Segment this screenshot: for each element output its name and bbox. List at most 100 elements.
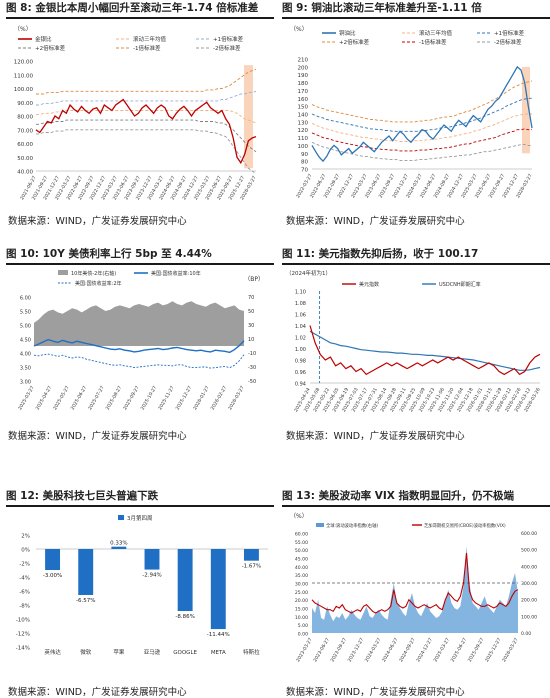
y-tick-label: 110 [298,136,309,142]
legend-label: 美国:国债收益率:2年 [75,280,122,287]
x-tick-label: 2026-01-27 [192,385,211,411]
y-tick-label: 90.00 [17,101,33,107]
figure-13-panel: 图 13: 美股波动率 VIX 指数明显回升，仍不极端 （%） 全球:滚动波动率指… [282,488,550,663]
legend-label: +1倍标准差 [494,29,525,37]
x-tick-label: 2023-03-27 [295,637,314,663]
recent-highlight-box [244,65,253,169]
x-tick-label: 2025-03-27 [17,385,36,411]
y-right-tick-label: 100.00 [521,614,537,620]
legend-label: +2倍标准差 [339,38,370,46]
global-volatility-area [312,546,518,633]
legend-label: 美国:国债收益率:10年 [151,270,201,277]
y-left-tick-label: 4.00 [20,352,31,358]
copper-oil-ratio-chart: （%） 铜油比 滚动三年均值 +1倍标准差 +2倍标准差 -1倍标准差 -2倍标准差 70 80… [290,26,534,199]
y-tick-label: 40.00 [17,170,33,176]
figure-11-panel: 图 11: 美元指数先抑后扬，收于 100.17 （2024年初为1） 美元指数 U… [282,246,550,413]
y-left-tick-label: 60.00 [295,532,308,538]
unit-label: （BP） [244,276,264,283]
unit-label: （%） [290,26,308,33]
y-tick-label: 60.00 [17,142,33,148]
y-left-tick-label: 3.50 [20,366,31,372]
y-tick-label: -12% [16,632,30,638]
x-tick-label: 2025-05-27 [52,385,71,411]
y-left-tick-label: 55.00 [295,540,308,546]
legend-label: -2倍标准差 [494,38,522,46]
y-tick-label: 1.06 [295,313,306,319]
y-tick-label: -8% [19,604,30,610]
y-tick-label: 170 [298,89,309,95]
x-tick-label: 2025-09-27 [467,637,486,663]
category-label: META [211,650,226,656]
figure-11-source: 数据来源：WIND，广发证券发展研究中心 [286,431,465,442]
y-tick-label: -6% [19,590,30,596]
legend-label: +1倍标准差 [213,35,244,43]
figure-12-title: 图 12: 美股科技七巨头普遍下跌 [6,488,274,507]
legend-label: 金银比 [35,35,52,43]
y-right-tick-label: -10 [248,351,256,357]
legend-label: +2倍标准差 [35,44,66,52]
y-right-tick-label: 0.00 [521,631,531,637]
y-left-tick-label: 30.00 [295,582,308,588]
x-tick-label: 2025-06-27 [450,637,469,663]
y-right-tick-label: -50 [248,379,256,385]
y-left-tick-label: 50.00 [295,548,308,554]
x-tick-label: 2025-04-27 [35,385,54,411]
y-right-tick-label: 10 [248,337,254,343]
y-right-tick-label: 300.00 [521,581,537,587]
x-tick-label: 2024-12-27 [415,637,434,663]
y-tick-label: -10% [16,618,30,624]
figure-8-source: 数据来源：WIND，广发证券发展研究中心 [8,216,187,227]
x-tick-label: 2025-12-27 [484,637,503,663]
x-tick-label: 2026-03-27 [227,385,246,411]
bar-value-label: -8.86% [175,614,194,620]
plus-2sd-line [36,68,257,95]
y-tick-label: 80.00 [17,115,33,121]
legend-label: 全球:滚动波动率指数(右轴) [326,522,378,529]
gold-silver-ratio-line [35,98,257,165]
y-tick-label: 190 [298,73,309,79]
bar [243,549,259,561]
y-tick-label: 0.98 [295,359,306,365]
x-tick-label: 2025-08-27 [105,385,124,411]
x-tick-label: 2025-12-27 [175,385,194,411]
minus-2sd-line [311,141,532,161]
legend-label: 铜油比 [339,29,356,37]
usdcnh-line [309,330,541,371]
y-tick-label: 0.94 [295,382,306,388]
y-right-tick-label: 30 [248,323,254,329]
x-tick-label: 2023-09-27 [330,637,349,663]
y-tick-label: 180 [298,81,309,87]
y-right-tick-label: -30 [248,365,256,371]
y-left-tick-label: 40.00 [295,565,308,571]
y-left-tick-label: 25.00 [295,590,308,596]
y-tick-label: 80 [301,160,308,166]
x-tick-label: 2024-06-27 [381,637,400,663]
legend-label: 10年美债-2年(右轴) [71,270,116,277]
y-tick-label: 120.00 [14,60,34,66]
y-left-tick-label: 35.00 [295,573,308,579]
category-label: 苹果 [113,648,125,656]
bar [144,549,160,570]
y-tick-label: 70.00 [17,128,33,134]
figure-8-panel: 图 8: 金银比本周小幅回升至滚动三年-1.74 倍标准差 （%） 金银比 滚动三年… [6,0,274,201]
y-right-tick-label: 600.00 [521,531,537,537]
x-tick-label: 2024-03-27 [364,637,383,663]
y-left-tick-label: 0.00 [298,632,308,638]
x-tick-label: 2023-12-27 [347,637,366,663]
y-tick-label: 1.02 [295,336,306,342]
y-left-tick-label: 45.00 [295,557,308,563]
minus-1sd-line [311,128,532,152]
y-left-tick-label: 3.00 [20,380,31,386]
figure-12-source: 数据来源：WIND，广发证券发展研究中心 [8,687,187,698]
category-label: 微软 [80,648,92,656]
bar [45,549,61,570]
bar-value-label: -6.57% [76,598,95,604]
figure-13-source: 数据来源：WIND，广发证券发展研究中心 [286,687,465,698]
x-tick-label: 2026-03-27 [501,637,520,663]
figure-10-panel: 图 10: 10Y 美债利率上行 5bp 至 4.44% （BP） 10年美债-2… [6,246,274,411]
bar [210,549,226,630]
figure-10-source: 数据来源：WIND，广发证券发展研究中心 [8,431,187,442]
y-tick-label: 100.00 [14,87,34,93]
y-right-tick-label: 50 [248,309,254,315]
recent-highlight-box [522,66,530,154]
